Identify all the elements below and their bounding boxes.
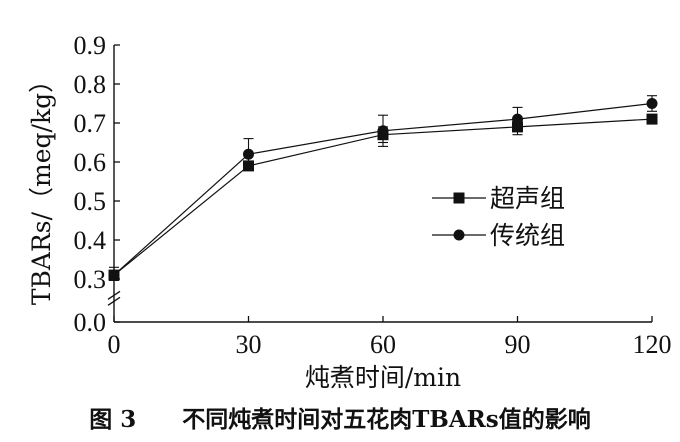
x-tick-label: 60 xyxy=(370,330,396,359)
series-layer xyxy=(108,95,658,281)
x-ticks: 0 30 60 90 120 xyxy=(108,316,672,359)
data-point xyxy=(512,113,523,125)
y-axis-title: TBARs/（meq/kg） xyxy=(27,68,56,305)
x-tick-label: 30 xyxy=(236,330,262,359)
y-tick-label: 0.4 xyxy=(74,226,107,255)
y-tick-label: 0.7 xyxy=(74,109,107,138)
data-point xyxy=(646,113,658,125)
data-point xyxy=(646,98,658,109)
data-point xyxy=(377,125,389,137)
legend-label: 超声组 xyxy=(490,184,565,213)
axes xyxy=(107,45,652,323)
x-tick-label: 90 xyxy=(505,330,531,359)
y-tick-label: 0.6 xyxy=(74,148,107,177)
figure-caption: 图 3 不同炖煮时间对五花肉TBARs值的影响 xyxy=(89,406,591,433)
x-tick-label: 120 xyxy=(633,330,672,359)
y-tick-label: 0.9 xyxy=(74,31,107,60)
x-tick-label: 0 xyxy=(108,330,121,359)
legend-label: 传统组 xyxy=(490,221,565,250)
y-tick-label: 0.5 xyxy=(74,187,107,216)
y-tick-label: 0.8 xyxy=(74,70,107,99)
data-point xyxy=(243,148,254,160)
x-axis-title: 炖煮时间/min xyxy=(305,363,461,392)
axis-break-mark xyxy=(107,296,121,306)
data-point xyxy=(108,269,120,281)
y-tick-label: 0.0 xyxy=(74,308,107,337)
axis-break-mark xyxy=(107,290,121,300)
legend-marker xyxy=(453,192,465,204)
y-tick-label: 0.3 xyxy=(74,265,107,294)
legend-marker xyxy=(453,229,465,241)
y-ticks: 0.0 0.3 0.4 0.5 0.6 0.7 0.8 0.9 xyxy=(74,31,120,337)
series-2 xyxy=(108,95,658,281)
